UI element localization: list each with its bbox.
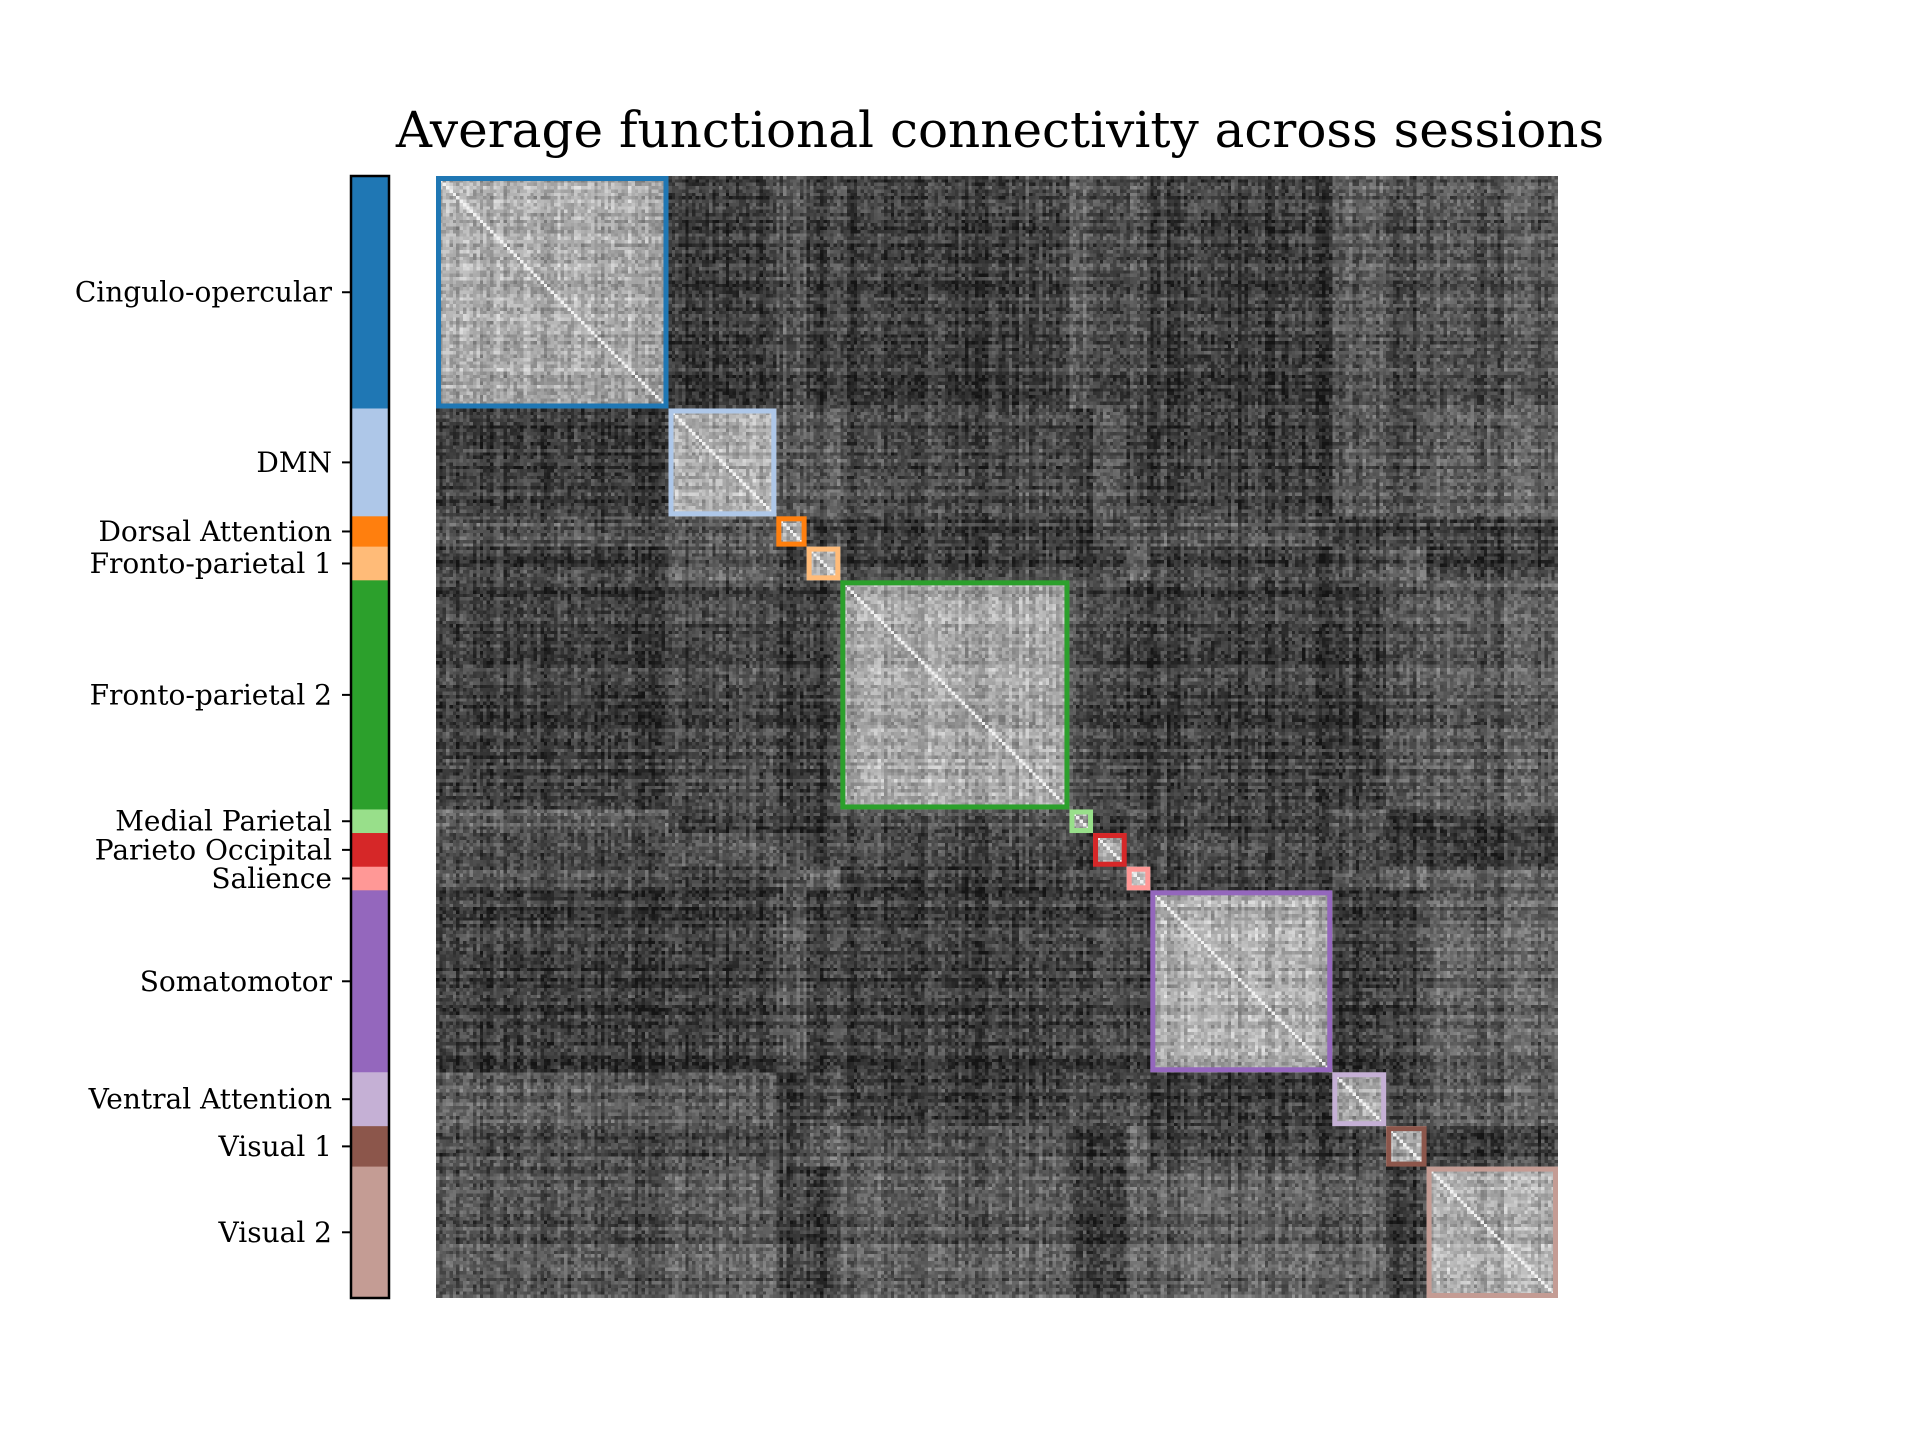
network-tick-label: Medial Parietal — [115, 805, 332, 838]
network-bar-segment — [351, 1072, 389, 1127]
network-bar-segment — [351, 580, 389, 810]
network-bar-segment — [351, 546, 389, 581]
network-block-outline — [668, 408, 777, 517]
network-tick-label: Dorsal Attention — [98, 515, 332, 548]
network-tick-label: Salience — [211, 862, 332, 895]
network-block-outline — [1069, 809, 1094, 834]
network-bar-segment — [351, 809, 389, 834]
network-color-bar — [349, 174, 391, 1300]
network-block-outline — [1126, 866, 1151, 891]
network-bar-segment — [351, 1166, 389, 1299]
network-block-outline — [1332, 1072, 1387, 1127]
network-block-outline — [1093, 833, 1127, 867]
network-bar-segment — [351, 1126, 389, 1168]
network-tick-label: Visual 2 — [218, 1216, 332, 1249]
network-tick-label: Fronto-parietal 1 — [90, 547, 332, 580]
network-bar-segment — [351, 890, 389, 1073]
network-block-outlines — [436, 176, 1559, 1299]
network-bar-segment — [351, 516, 389, 548]
connectivity-matrix — [436, 176, 1558, 1298]
network-tick-label: Visual 1 — [218, 1130, 332, 1163]
network-bar-segment — [351, 833, 389, 868]
network-block-outline — [840, 580, 1070, 810]
network-block-outline — [776, 516, 807, 547]
network-bar-frame — [349, 174, 391, 1300]
network-bar-segment — [351, 176, 389, 409]
network-block-outline — [1426, 1166, 1559, 1299]
network-bar-segment — [351, 866, 389, 891]
network-block-outline — [806, 546, 841, 581]
network-bar-segment — [351, 408, 389, 517]
network-tick-label: Parieto Occipital — [95, 833, 332, 866]
network-tick-label: Cingulo-opercular — [75, 276, 333, 309]
network-block-outline — [1386, 1126, 1427, 1167]
chart-title: Average functional connectivity across s… — [395, 101, 1604, 159]
network-tick-label: DMN — [256, 446, 332, 479]
network-block-outline — [436, 176, 669, 409]
network-tick-label: Ventral Attention — [88, 1083, 332, 1116]
network-tick-label: Fronto-parietal 2 — [90, 678, 332, 711]
network-tick-label: Somatomotor — [140, 965, 333, 998]
network-block-outline — [1150, 890, 1333, 1073]
heatmap-image — [436, 176, 1558, 1298]
